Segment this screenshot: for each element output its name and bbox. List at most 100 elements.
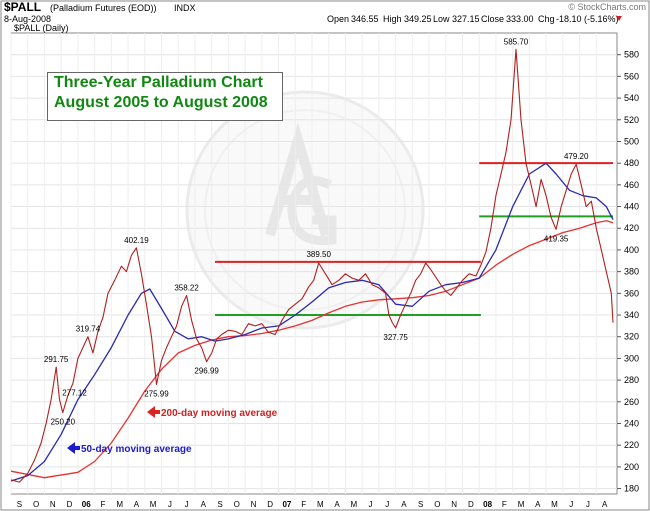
x-tick-label: J	[168, 500, 172, 509]
annotation-line-2: August 2005 to August 2008	[54, 94, 268, 111]
red-arrow-icon	[147, 406, 160, 418]
y-tick-label: 360	[624, 288, 639, 298]
open-value: 346.55	[351, 14, 379, 24]
data-labels: 291.75 250.20 277.12 319.74 402.19 275.99 358.…	[44, 37, 589, 426]
down-arrow-icon	[616, 16, 622, 21]
data-label: 479.20	[564, 152, 589, 161]
chart-date: 8-Aug-2008	[4, 14, 51, 24]
ma50-legend: 50-day moving average	[67, 442, 192, 455]
x-tick-label: D	[67, 500, 73, 509]
y-tick-label: 400	[624, 245, 639, 255]
x-tick-label: F	[301, 500, 306, 509]
chg-label: Chg	[538, 14, 555, 24]
data-label: 402.19	[124, 236, 149, 245]
y-tick-label: 500	[624, 136, 639, 146]
x-tick-label: M	[317, 500, 324, 509]
x-tick-label: O	[234, 500, 240, 509]
y-tick-label: 340	[624, 310, 639, 320]
y-tick-label: 280	[624, 375, 639, 385]
y-tick-label: 540	[624, 93, 639, 103]
x-tick-label: J	[369, 500, 373, 509]
open-label: Open	[327, 14, 349, 24]
chart-subtitle: $PALL (Daily)	[14, 23, 69, 33]
x-tick-label: D	[267, 500, 273, 509]
y-axis: 180 200 220 240 260 280 300 320 340 360 380 400 420 4…	[617, 50, 639, 494]
close-label: Close	[481, 14, 504, 24]
ma200-legend-label: 200-day moving average	[161, 408, 278, 419]
data-label: 275.99	[144, 389, 169, 398]
price-series-line	[10, 48, 614, 483]
chart-annotation-box: Three-Year Palladium Chart August 2005 t…	[47, 72, 283, 121]
x-tick-label: A	[334, 500, 340, 509]
chg-value: -18.10 (-5.16%)	[556, 14, 619, 24]
ma200-legend: 200-day moving average	[147, 406, 278, 419]
x-tick-label: M	[551, 500, 558, 509]
exchange-label: INDX	[174, 3, 196, 13]
x-tick-label: 07	[282, 500, 291, 509]
y-tick-label: 320	[624, 332, 639, 342]
blue-arrow-icon	[67, 442, 80, 454]
x-tick-label: M	[350, 500, 357, 509]
x-tick-label: J	[569, 500, 573, 509]
annotation-line-1: Three-Year Palladium Chart	[54, 74, 263, 91]
y-tick-label: 380	[624, 267, 639, 277]
x-tick-label: D	[468, 500, 474, 509]
x-tick-label: A	[401, 500, 407, 509]
y-tick-label: 440	[624, 202, 639, 212]
y-tick-label: 180	[624, 484, 639, 494]
data-label: 319.74	[76, 325, 101, 334]
close-value: 333.00	[506, 14, 534, 24]
instrument-name: (Palladium Futures (EOD))	[50, 3, 157, 13]
low-label: Low	[433, 14, 450, 24]
x-tick-label: J	[185, 500, 189, 509]
x-tick-label: M	[116, 500, 123, 509]
stockcharts-watermark: © StockCharts.com	[568, 2, 646, 12]
data-label: 419.35	[544, 234, 569, 243]
x-tick-label: F	[101, 500, 106, 509]
x-tick-label: J	[385, 500, 389, 509]
x-tick-label: A	[602, 500, 608, 509]
x-tick-label: J	[586, 500, 590, 509]
x-tick-label: A	[201, 500, 207, 509]
x-tick-label: N	[451, 500, 457, 509]
x-tick-label: N	[251, 500, 257, 509]
y-tick-label: 260	[624, 397, 639, 407]
x-tick-label: S	[217, 500, 222, 509]
y-tick-label: 300	[624, 353, 639, 363]
x-tick-label: F	[502, 500, 507, 509]
y-tick-label: 560	[624, 71, 639, 81]
y-tick-label: 240	[624, 418, 639, 428]
x-tick-label: O	[434, 500, 440, 509]
high-label: High	[383, 14, 402, 24]
x-tick-label: A	[535, 500, 541, 509]
x-tick-label: S	[418, 500, 423, 509]
low-value: 327.15	[452, 14, 480, 24]
data-label: 327.75	[383, 333, 408, 342]
data-label: 585.70	[504, 37, 529, 46]
y-tick-label: 220	[624, 440, 639, 450]
data-label: 358.22	[174, 283, 199, 292]
ma200-series-line	[10, 220, 614, 479]
x-tick-label: 08	[483, 500, 492, 509]
x-tick-label: M	[518, 500, 525, 509]
y-tick-label: 460	[624, 180, 639, 190]
x-axis: S O N D 06 F M A M J J A S O N D 07 F M A M J J A S O N D 08 F M A M J J A	[17, 500, 608, 509]
series-lines	[10, 48, 614, 483]
data-label: 296.99	[194, 367, 219, 376]
x-tick-label: M	[150, 500, 157, 509]
ma50-series-line	[10, 162, 614, 482]
high-value: 349.25	[404, 14, 432, 24]
ma50-legend-label: 50-day moving average	[81, 444, 192, 455]
x-tick-label: A	[134, 500, 140, 509]
grid-lines	[10, 33, 617, 494]
data-label: 277.12	[62, 388, 87, 397]
data-label: 250.20	[51, 418, 76, 427]
symbol-label: $PALL	[4, 0, 41, 14]
y-tick-label: 420	[624, 223, 639, 233]
ohlc-readout: Open 346.55 High 349.25 Low 327.15 Close…	[327, 14, 619, 24]
x-tick-label: 06	[82, 500, 91, 509]
data-label: 389.50	[306, 250, 331, 259]
x-tick-label: S	[17, 500, 22, 509]
x-tick-label: N	[50, 500, 56, 509]
y-tick-label: 480	[624, 158, 639, 168]
